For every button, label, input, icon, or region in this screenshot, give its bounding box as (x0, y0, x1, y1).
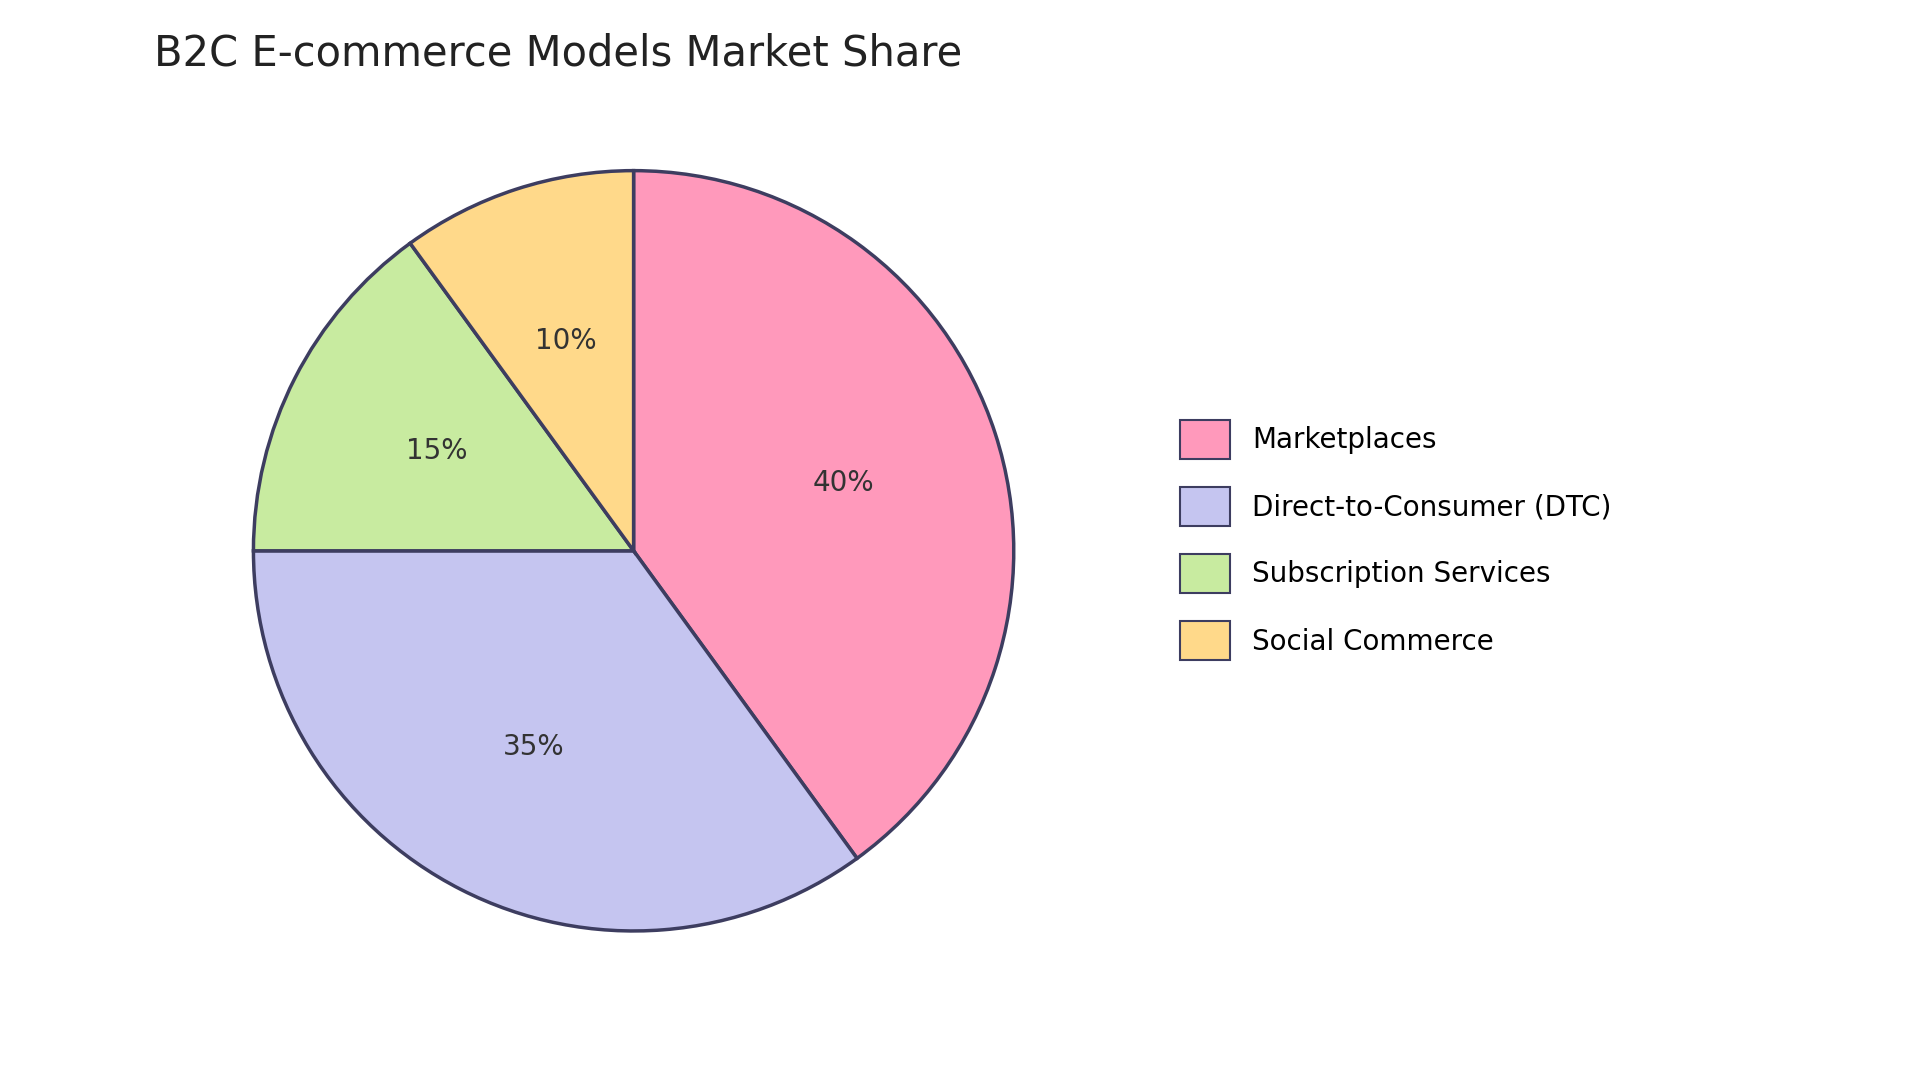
Text: B2C E-commerce Models Market Share: B2C E-commerce Models Market Share (154, 32, 962, 75)
Text: 15%: 15% (407, 436, 468, 464)
Text: 10%: 10% (534, 327, 597, 355)
Text: 40%: 40% (812, 469, 874, 497)
Wedge shape (634, 171, 1014, 859)
Legend: Marketplaces, Direct-to-Consumer (DTC), Subscription Services, Social Commerce: Marketplaces, Direct-to-Consumer (DTC), … (1165, 406, 1624, 674)
Wedge shape (253, 243, 634, 551)
Wedge shape (253, 551, 856, 931)
Wedge shape (411, 171, 634, 551)
Text: 35%: 35% (503, 733, 564, 761)
